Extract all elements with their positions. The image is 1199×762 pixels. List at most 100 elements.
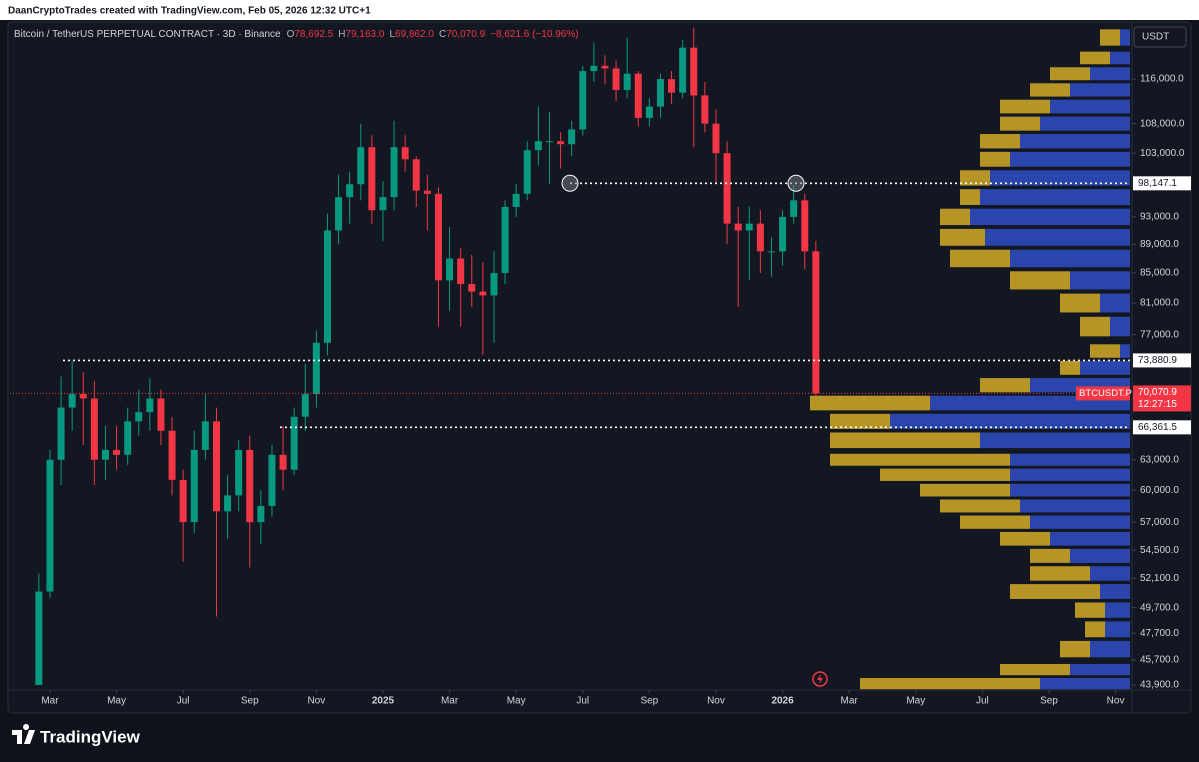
- credit-strip: [0, 0, 1199, 20]
- y-tick-label: 47,700.0: [1140, 628, 1179, 639]
- symbol: Bitcoin / TetherUS PERPETUAL CONTRACT · …: [14, 29, 281, 40]
- panel: [7, 21, 1192, 714]
- x-tick-label: Nov: [707, 696, 725, 707]
- candle-body: [101, 449, 109, 460]
- profile-up: [980, 133, 1020, 149]
- y-tick-label: 77,000.0: [1140, 329, 1179, 340]
- candle-body: [656, 79, 664, 107]
- candle-body: [645, 106, 653, 118]
- x-tick-label: Jul: [576, 696, 589, 707]
- profile-up: [940, 208, 970, 226]
- credit: DaanCryptoTrades created with TradingVie…: [8, 6, 371, 17]
- profile-up: [880, 468, 1010, 481]
- level-box: [1133, 420, 1191, 435]
- candle-body: [68, 394, 76, 408]
- alert-bolt[interactable]: [817, 674, 823, 684]
- candle-body: [745, 223, 753, 231]
- profile-up: [1000, 531, 1050, 546]
- profile-down: [1020, 499, 1130, 513]
- symbol-tag: [1076, 386, 1130, 401]
- profile-up: [830, 413, 890, 429]
- candle-body: [479, 291, 487, 296]
- symbol-tag-label: BTCUSDT.P: [1079, 388, 1132, 399]
- profile-up: [1010, 271, 1070, 290]
- profile-down: [1100, 293, 1130, 313]
- candle-body: [135, 412, 143, 422]
- l-label: L: [389, 29, 395, 40]
- candle-body: [534, 141, 542, 151]
- profile-down: [1070, 271, 1130, 290]
- x-tick-label: Jul: [976, 696, 989, 707]
- y-tick-label: 81,000.0: [1140, 298, 1179, 309]
- c-label: C: [439, 29, 446, 40]
- profile-down: [1070, 83, 1130, 97]
- profile-up: [1080, 316, 1110, 337]
- candle-body: [612, 68, 620, 90]
- candle-body: [146, 398, 154, 413]
- candle-body: [756, 223, 764, 252]
- candle-body: [767, 251, 775, 253]
- profile-up: [980, 151, 1010, 167]
- candle-body: [357, 147, 365, 185]
- candle-body: [434, 193, 442, 281]
- profile-up: [1075, 602, 1105, 618]
- profile-up: [830, 432, 980, 449]
- candle-body: [723, 153, 731, 224]
- profile-down: [1120, 29, 1130, 46]
- alert-icon[interactable]: [812, 671, 828, 687]
- profile-up: [1030, 566, 1090, 581]
- level-label: 98,147.1: [1138, 178, 1177, 189]
- candle-body: [568, 129, 576, 145]
- profile-down: [1010, 151, 1130, 167]
- candle-body: [90, 398, 98, 460]
- profile-up: [830, 453, 1010, 466]
- x-tick-label: May: [507, 696, 526, 707]
- candle-body: [468, 284, 476, 292]
- candle-body: [790, 200, 798, 217]
- profile-down: [980, 189, 1130, 206]
- y-tick-label: 52,100.0: [1140, 573, 1179, 584]
- profile-down: [1010, 468, 1130, 481]
- alert-ring[interactable]: [812, 671, 828, 687]
- profile-up: [1010, 584, 1100, 599]
- candle-body: [712, 123, 720, 154]
- profile-up: [1100, 29, 1120, 46]
- y-tick-label: 49,700.0: [1140, 602, 1179, 613]
- profile-up: [960, 515, 1030, 529]
- profile-up: [1060, 640, 1090, 658]
- candle-body: [523, 150, 531, 194]
- candle-body: [268, 454, 276, 506]
- profile-down: [1010, 483, 1130, 497]
- candle-body: [35, 591, 43, 686]
- candle-body: [113, 449, 121, 455]
- candle-body: [579, 71, 587, 130]
- candle-body: [46, 459, 54, 592]
- y-tick-label: 54,500.0: [1140, 545, 1179, 556]
- profile-up: [1085, 621, 1105, 638]
- y-tick-label: 45,700.0: [1140, 655, 1179, 666]
- currency[interactable]: USDT: [1142, 32, 1169, 43]
- profile-up: [810, 395, 930, 411]
- candle-body: [312, 342, 320, 395]
- profile-down: [1070, 663, 1130, 676]
- l-value: 69,862.0: [395, 29, 434, 40]
- o-label: O: [287, 29, 295, 40]
- y-tick-label: 85,000.0: [1140, 268, 1179, 279]
- currency-box[interactable]: [1133, 26, 1187, 48]
- x-tick-label: Sep: [1040, 696, 1058, 707]
- profile-down: [985, 228, 1130, 246]
- candle-body: [79, 394, 87, 399]
- countdown: 12:27:15: [1138, 399, 1177, 410]
- x-tick-label: Jul: [177, 696, 190, 707]
- x-tick-label: Mar: [41, 696, 59, 707]
- y-tick-label: 60,000.0: [1140, 485, 1179, 496]
- y-tick-label: 89,000.0: [1140, 239, 1179, 250]
- profile-down: [990, 170, 1130, 186]
- profile-up: [950, 249, 1010, 268]
- profile-down: [1080, 360, 1130, 375]
- candle-body: [279, 454, 287, 470]
- profile-down: [1090, 67, 1130, 81]
- candle-body: [779, 216, 787, 252]
- c-value: 70,070.9: [446, 29, 485, 40]
- candle-body: [323, 230, 331, 343]
